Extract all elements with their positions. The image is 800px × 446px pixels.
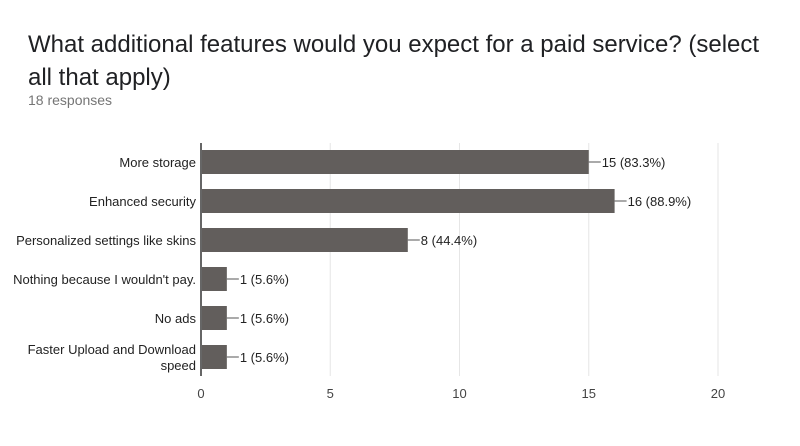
category-label: Enhanced security — [89, 194, 196, 209]
bar — [202, 189, 615, 213]
bar — [202, 306, 227, 330]
category-label: speed — [161, 358, 196, 373]
data-label: 15 (83.3%) — [602, 155, 666, 170]
data-label: 1 (5.6%) — [240, 272, 289, 287]
x-tick-label: 5 — [327, 386, 334, 401]
category-label: Personalized settings like skins — [16, 233, 196, 248]
category-label: No ads — [155, 311, 197, 326]
chart-title: What additional features would you expec… — [28, 31, 760, 91]
category-label: Faster Upload and Download — [28, 342, 196, 357]
data-label: 8 (44.4%) — [421, 233, 477, 248]
bar — [202, 345, 227, 369]
data-label: 1 (5.6%) — [240, 311, 289, 326]
x-tick-label: 0 — [197, 386, 204, 401]
bar — [202, 150, 589, 174]
data-label: 16 (88.9%) — [628, 194, 692, 209]
category-label: More storage — [119, 155, 196, 170]
bar — [202, 228, 408, 252]
data-label: 1 (5.6%) — [240, 350, 289, 365]
bar — [202, 267, 227, 291]
category-label: Nothing because I wouldn't pay. — [13, 272, 196, 287]
x-tick-label: 20 — [711, 386, 725, 401]
x-tick-label: 15 — [582, 386, 596, 401]
x-tick-label: 10 — [452, 386, 466, 401]
response-count: 18 responses — [28, 92, 113, 108]
